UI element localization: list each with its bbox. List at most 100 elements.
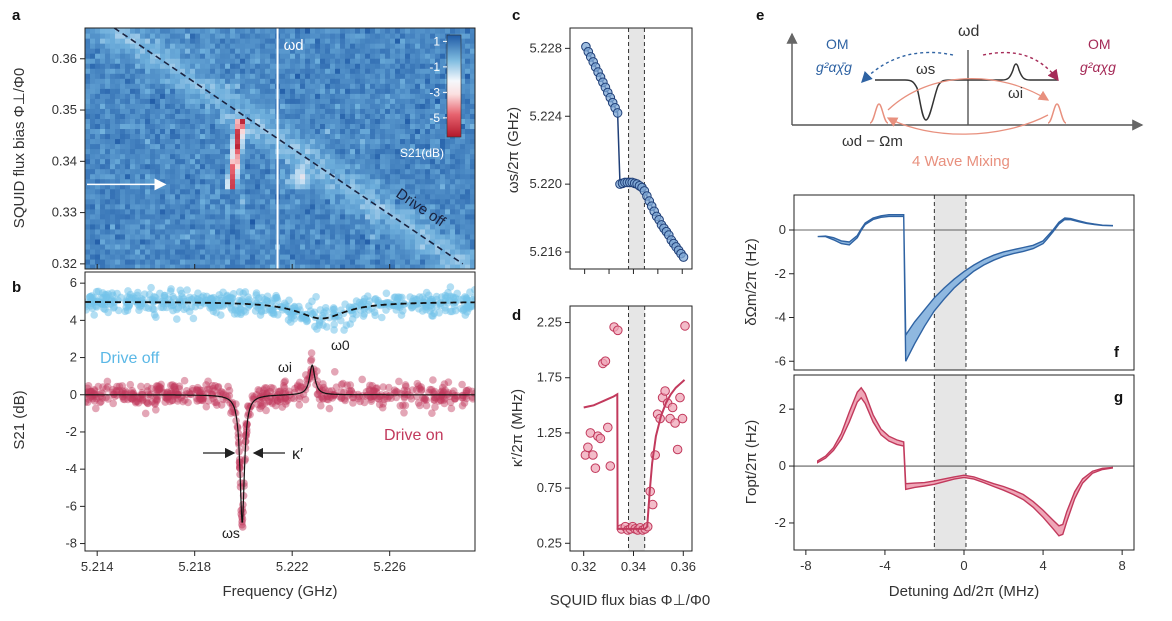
heatmap-cell [300, 38, 306, 44]
heatmap-cell [230, 118, 236, 124]
heatmap-cell [115, 218, 121, 225]
heatmap-cell [200, 118, 206, 124]
heatmap-cell [140, 208, 146, 215]
heatmap-cell [120, 38, 126, 44]
heatmap-cell [115, 138, 121, 145]
heatmap-cell [190, 253, 196, 260]
heatmap-cell [385, 158, 391, 165]
heatmap-cell [325, 28, 331, 34]
drive-on-point [295, 394, 303, 403]
heatmap-cell [460, 73, 466, 79]
heatmap-cell [460, 153, 466, 160]
drive-on-point [204, 385, 212, 393]
heatmap-cell [195, 48, 201, 54]
heatmap-cell [230, 253, 236, 260]
heatmap-cell [270, 228, 276, 235]
heatmap-cell [460, 228, 466, 235]
heatmap-cell [470, 113, 475, 119]
heatmap-cell [125, 203, 131, 210]
heatmap-cell [385, 163, 391, 170]
drive-on-point [421, 394, 430, 403]
heatmap-cell [380, 113, 386, 119]
drive-on-point [301, 395, 310, 404]
heatmap-cell [365, 118, 371, 124]
heatmap-cell [330, 233, 336, 240]
heatmap-cell [230, 258, 236, 265]
heatmap-cell [345, 243, 351, 250]
heatmap-cell [170, 83, 176, 89]
heatmap-cell [345, 83, 351, 89]
heatmap-cell [100, 108, 106, 114]
drive-on-point [143, 387, 152, 395]
heatmap-cell [160, 218, 166, 225]
heatmap-cell [435, 148, 441, 155]
heatmap-cell [415, 63, 421, 69]
heatmap-cell [100, 243, 106, 250]
heatmap-cell [230, 178, 236, 185]
heatmap-cell [360, 168, 366, 175]
heatmap-cell [370, 128, 376, 135]
heatmap-cell [125, 153, 131, 160]
heatmap-cell [330, 263, 336, 269]
heatmap-cell [285, 243, 291, 250]
heatmap-cell [225, 63, 231, 69]
drive-on-point [209, 384, 217, 393]
drive-on-point [323, 395, 331, 404]
drive-on-point [163, 395, 172, 404]
heatmap-cell [130, 233, 136, 240]
heatmap-cell [315, 33, 321, 39]
heatmap-cell [315, 53, 321, 59]
heatmap-cell [350, 153, 356, 160]
heatmap-cell [280, 88, 286, 94]
heatmap-cell [155, 138, 161, 145]
heatmap-cell [135, 253, 141, 260]
heatmap-cell [300, 28, 306, 34]
heatmap-cell [190, 198, 196, 205]
heatmap-cell [295, 183, 301, 190]
drive-on-point [174, 390, 182, 399]
heatmap-cell [380, 63, 386, 69]
heatmap-cell [380, 138, 386, 145]
heatmap-cell [180, 148, 186, 155]
heatmap-cell [340, 193, 346, 200]
heatmap-cell [405, 83, 411, 89]
heatmap-cell [215, 138, 221, 145]
heatmap-cell [95, 173, 101, 180]
heatmap-cell [440, 108, 446, 114]
heatmap-cell [415, 163, 421, 170]
heatmap-cell [245, 63, 251, 69]
heatmap-cell [90, 98, 96, 104]
heatmap-cell [170, 88, 176, 94]
heatmap-cell [120, 78, 126, 84]
heatmap-cell [140, 33, 146, 39]
heatmap-cell [100, 218, 106, 225]
heatmap-cell [200, 218, 206, 225]
heatmap-cell [95, 183, 101, 190]
heatmap-cell [420, 108, 426, 114]
heatmap-cell [220, 193, 226, 200]
heatmap-cell [240, 133, 246, 140]
heatmap-cell [120, 88, 126, 94]
drive-on-point [111, 392, 119, 401]
drive-on-point [317, 393, 326, 401]
heatmap-cell [195, 158, 201, 165]
heatmap-cell [200, 183, 206, 190]
heatmap-cell [255, 28, 261, 34]
heatmap-cell [205, 133, 211, 140]
heatmap-cell [125, 193, 131, 200]
heatmap-cell [305, 48, 311, 54]
heatmap-cell [135, 93, 141, 99]
colorbar-tick-label: 1 [433, 34, 440, 48]
panel-a-frame [84, 27, 476, 270]
drive-off-point [252, 302, 260, 310]
heatmap-cell [360, 148, 366, 155]
drive-on-point [204, 397, 213, 405]
heatmap-cell [145, 233, 151, 240]
heatmap-cell [385, 68, 391, 74]
heatmap-cell [100, 238, 106, 245]
heatmap-cell [165, 238, 171, 245]
heatmap-cell [85, 213, 91, 220]
heatmap-cell [380, 213, 386, 220]
drive-on-point [387, 394, 396, 403]
heatmap-cell [130, 228, 136, 235]
